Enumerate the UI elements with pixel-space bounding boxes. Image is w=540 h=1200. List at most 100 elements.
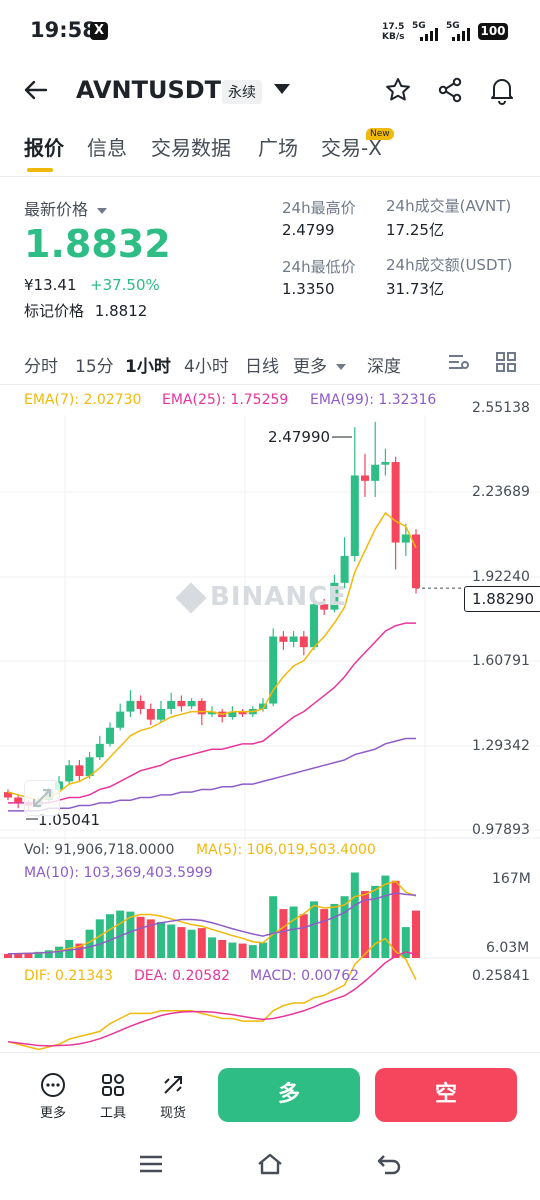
last-price-label[interactable]: 最新价格 [24, 196, 108, 220]
tools-grid-icon [102, 1074, 124, 1096]
volume-bar [248, 945, 257, 958]
intervals-divider [0, 384, 540, 385]
price-tick-6: 0.97893 [472, 822, 530, 838]
binance-watermark: BINANCE [175, 581, 347, 614]
signal-1-label: 5G [412, 21, 426, 31]
dea-line [7, 951, 417, 1047]
candle-body [381, 462, 390, 465]
price-tick-5: 1.29342 [472, 738, 530, 754]
signal-2-label: 5G [446, 21, 460, 31]
volume-bar [85, 929, 94, 958]
volume-layer [4, 872, 420, 958]
dif-legend: DIF: 0.21343 [24, 968, 113, 984]
ema-lines-layer [7, 511, 417, 812]
interval-more[interactable]: 更多 [293, 352, 347, 377]
volume-bar [4, 953, 12, 958]
high-label: 24h最高价 [282, 199, 356, 217]
volume-bar [269, 896, 278, 958]
macd-legend: MACD: 0.00762 [250, 968, 360, 984]
short-button[interactable]: 空 [375, 1068, 517, 1122]
speed-unit: KB/s [382, 32, 405, 42]
candles-layer [4, 421, 420, 811]
high-price-marker: 2.47990 [268, 428, 331, 446]
volume-bar [310, 901, 318, 958]
ema25-line [8, 622, 416, 804]
tools-button[interactable]: 工具 [90, 1072, 136, 1121]
contract-type-badge: 永续 [222, 80, 262, 104]
battery-icon: 100 [478, 23, 508, 40]
candle-body [289, 636, 298, 642]
expand-chart-icon[interactable] [24, 780, 60, 816]
tab-trading-data[interactable]: 交易数据 [151, 136, 231, 160]
interval-1d[interactable]: 日线 [245, 357, 279, 377]
symbol-title[interactable]: AVNTUSDT [76, 76, 222, 104]
tab-info[interactable]: 信息 [87, 136, 127, 160]
volume-tick-top: 167M [492, 871, 531, 887]
candle-body [65, 765, 74, 782]
volume-bar [95, 919, 104, 958]
volume-bar [167, 924, 176, 958]
price-tick-3: 1.92240 [472, 569, 530, 585]
candle-body [391, 462, 400, 543]
interval-depth[interactable]: 深度 [367, 357, 401, 377]
ema7-legend: EMA(7): 2.02730 [24, 392, 142, 408]
candle-body [106, 727, 114, 744]
ema99-line [8, 737, 416, 812]
volume-bar [371, 885, 380, 958]
candle-body [330, 582, 339, 610]
volume-ma5-line [7, 880, 417, 955]
interval-4h[interactable]: 4小时 [184, 357, 229, 377]
tab-square[interactable]: 广场 [258, 136, 298, 160]
volume-label: 24h成交量(AVNT) [386, 197, 512, 215]
network-speed: 17.5 KB/s [382, 22, 404, 42]
candle-body [75, 765, 84, 777]
speed-value: 17.5 [382, 22, 405, 32]
mark-price-label: 标记价格 [24, 302, 85, 320]
nav-menu-icon[interactable] [138, 1152, 164, 1183]
bottom-divider [0, 1052, 540, 1053]
nav-home-icon[interactable] [256, 1152, 284, 1183]
price-tick-2: 2.23689 [472, 484, 530, 500]
candle-body [14, 797, 23, 803]
share-icon[interactable] [436, 76, 464, 108]
interval-1h[interactable]: 1小时 [125, 357, 171, 377]
ema25-legend: EMA(25): 1.75259 [162, 392, 289, 408]
tab-quote[interactable]: 报价 [24, 136, 64, 160]
volume-bar [208, 937, 216, 958]
interval-15m[interactable]: 15分 [75, 357, 114, 377]
star-icon[interactable] [384, 76, 412, 108]
kline-chart[interactable] [0, 415, 540, 1060]
long-button[interactable]: 多 [218, 1068, 360, 1122]
candle-body [197, 700, 206, 715]
volume-bar [44, 950, 53, 958]
volume-bar [391, 880, 400, 958]
spot-label: 现货 [159, 1106, 186, 1121]
volume-bar [320, 909, 329, 958]
interval-time[interactable]: 分时 [24, 357, 58, 377]
indicator-settings-icon[interactable] [446, 350, 470, 378]
bell-icon[interactable] [488, 75, 516, 109]
more-button[interactable]: 更多 [30, 1072, 76, 1121]
volume-bar [412, 910, 420, 958]
high-value: 2.4799 [282, 221, 335, 239]
candle-body [259, 703, 267, 709]
nav-back-icon[interactable] [376, 1152, 402, 1183]
candle-body [412, 534, 420, 589]
volume-bar [259, 942, 267, 958]
ema99-legend: EMA(99): 1.32316 [310, 392, 437, 408]
candle-body [350, 475, 359, 556]
signal-2: 5G [446, 21, 460, 31]
volume-bar [238, 943, 247, 958]
symbol-dropdown-icon[interactable] [274, 84, 290, 94]
candle-body [4, 792, 12, 798]
layout-grid-icon[interactable] [494, 350, 518, 378]
spot-button[interactable]: 现货 [150, 1072, 196, 1121]
price-tick-1: 2.55138 [472, 400, 530, 416]
back-arrow-icon[interactable] [22, 76, 50, 111]
volume-bar [106, 914, 114, 958]
candle-body [401, 534, 410, 543]
tab-trade-x[interactable]: 交易-X [321, 136, 382, 160]
volume-value: 17.25亿 [386, 221, 444, 239]
last-price: 1.8832 [24, 222, 171, 266]
volume-bar [177, 927, 186, 958]
